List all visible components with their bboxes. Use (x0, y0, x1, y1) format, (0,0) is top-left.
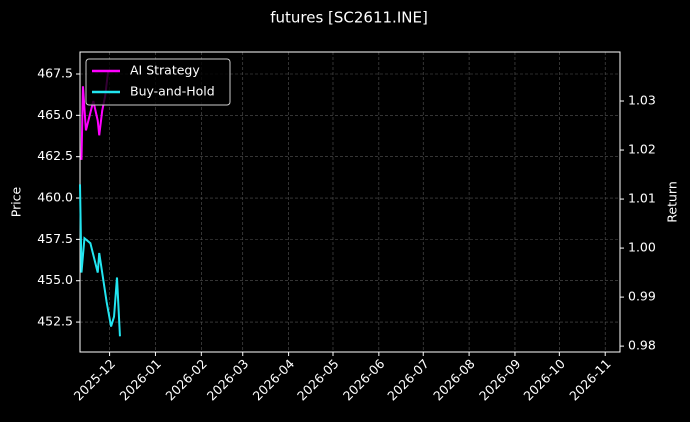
y-tick-label: 452.5 (37, 314, 73, 329)
y-tick-label: 457.5 (37, 231, 73, 246)
y2-tick-label: 0.99 (628, 289, 656, 304)
y2-tick-label: 1.02 (628, 142, 656, 157)
y-tick-label: 465.0 (37, 107, 73, 122)
y-tick-label: 455.0 (37, 272, 73, 287)
y2-tick-label: 1.03 (628, 93, 656, 108)
y-tick-label: 460.0 (37, 190, 73, 205)
chart-title: futures [SC2611.INE] (270, 9, 428, 27)
y2-tick-label: 0.98 (628, 338, 656, 353)
y-axis-label: Price (9, 186, 24, 217)
legend-label: Buy-and-Hold (130, 84, 215, 99)
data-line (79, 184, 121, 337)
y-tick-label: 462.5 (37, 148, 73, 163)
y2-tick-label: 1.01 (628, 191, 656, 206)
legend-box (85, 58, 231, 106)
y2-tick-label: 1.00 (628, 240, 656, 255)
y2-axis-label: Return (665, 181, 680, 222)
legend-label: AI Strategy (130, 63, 200, 78)
y-tick-label: 467.5 (37, 65, 73, 80)
